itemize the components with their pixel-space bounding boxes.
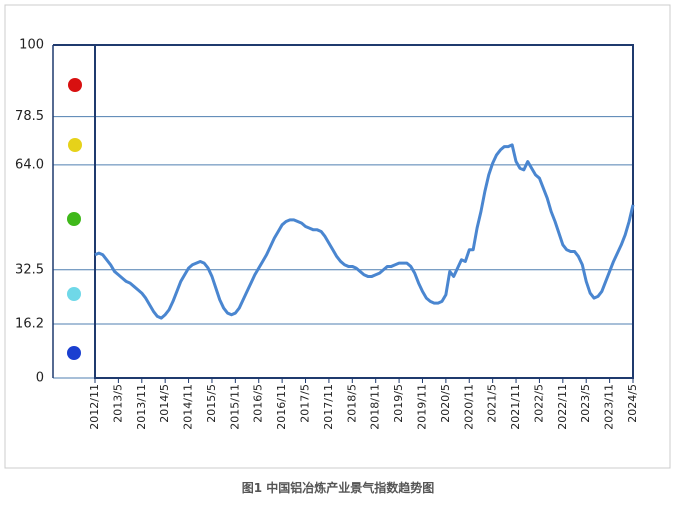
- dot-red: [68, 78, 82, 92]
- x-tick-label: 2022/11: [556, 384, 569, 430]
- y-tick-label: 16.2: [15, 317, 44, 332]
- x-tick-label: 2015/5: [205, 384, 218, 423]
- indicator-dots: [67, 78, 82, 360]
- x-tick-label: 2022/5: [532, 384, 545, 423]
- chart-title: 图1 中国铝冶炼产业景气指数趋势图: [242, 480, 435, 495]
- x-tick-label: 2019/5: [392, 384, 405, 423]
- data-line: [94, 143, 635, 320]
- x-tick-label: 2015/11: [228, 384, 241, 430]
- y-tick-label: 0: [36, 371, 44, 386]
- x-tick-label: 2013/5: [111, 384, 124, 423]
- x-tick-label: 2016/5: [252, 384, 265, 423]
- y-tick-label: 78.5: [15, 109, 44, 124]
- x-tick-label: 2020/11: [462, 384, 475, 430]
- dot-blue: [67, 346, 81, 360]
- x-tick-label: 2021/11: [509, 384, 522, 430]
- x-tick-label: 2018/11: [369, 384, 382, 430]
- x-tick-label: 2017/5: [299, 384, 312, 423]
- x-tick-label: 2024/5: [626, 384, 639, 423]
- y-tick-label: 32.5: [15, 262, 44, 277]
- dot-cyan: [67, 287, 81, 301]
- x-tick-label: 2018/5: [345, 384, 358, 423]
- x-tick-label: 2012/11: [88, 384, 101, 430]
- chart-frame: [4, 4, 671, 469]
- x-tick-label: 2023/11: [603, 384, 616, 430]
- x-tick-label: 2023/5: [579, 384, 592, 423]
- x-tick-label: 2013/11: [135, 384, 148, 430]
- x-tick-label: 2021/5: [486, 384, 499, 423]
- dot-green: [67, 212, 81, 226]
- x-tick-label: 2014/11: [182, 384, 195, 430]
- x-tick-label: 2017/11: [322, 384, 335, 430]
- dot-yellow: [68, 138, 82, 152]
- x-tick-label: 2019/11: [415, 384, 428, 430]
- y-tick-label: 100: [19, 38, 44, 53]
- x-tick-label: 2014/5: [158, 384, 171, 423]
- x-tick-label: 2016/11: [275, 384, 288, 430]
- x-tick-label: 2020/5: [439, 384, 452, 423]
- y-tick-label: 64.0: [15, 157, 44, 172]
